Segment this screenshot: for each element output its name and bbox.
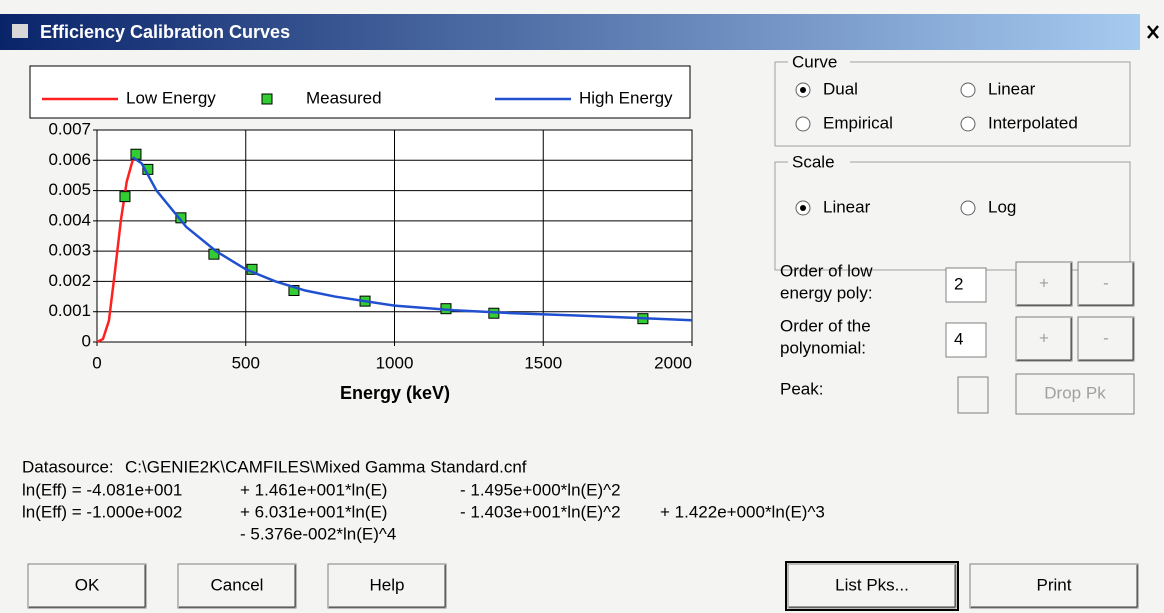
peak-checkbox[interactable] [957,376,989,414]
title-bar [0,14,1140,50]
curve [96,156,137,344]
control-label: Order of the [780,316,871,335]
peak-label: Peak: [780,379,823,398]
measured-point [288,285,300,297]
y-tick-label: 0.004 [48,210,91,229]
legend-swatch [261,93,273,105]
curve-group-box [774,61,1131,147]
group-title: Curve [792,52,837,71]
close-button[interactable] [1147,25,1159,39]
datasource-path: C:\GENIE2K\CAMFILES\Mixed Gamma Standard… [125,457,527,476]
control-label: polynomial: [780,338,866,357]
measured-point [119,191,131,203]
legend-box [29,65,691,119]
button-label: OK [75,575,100,594]
equation-term: - 1.495e+000*ln(E)^2 [460,480,621,499]
window-icon [12,24,28,38]
equation-term: - 1.403e+001*ln(E)^2 [460,502,621,521]
radio[interactable] [960,200,976,216]
legend-label: Low Energy [126,88,216,107]
x-tick-label: 1500 [524,353,562,372]
radio-label: Linear [823,197,871,216]
button[interactable] [969,563,1139,609]
button-label: Help [370,575,405,594]
x-tick-label: 2000 [654,353,692,372]
number-input[interactable] [945,267,987,303]
equation-term: ln(Eff) = -4.081e+001 [22,480,182,499]
button[interactable] [327,563,447,609]
minus-button-label: - [1103,273,1109,292]
radio[interactable] [795,116,811,132]
group-title-bg [788,152,850,172]
x-tick-label: 500 [232,353,260,372]
x-axis-label: Energy (keV) [340,383,450,403]
curve [131,156,693,322]
button[interactable] [27,563,147,609]
radio[interactable] [960,82,976,98]
datasource-label: Datasource: [22,457,114,476]
minus-button[interactable] [1077,316,1135,362]
radio-dot [800,87,806,93]
equation-term: ln(Eff) = -1.000e+002 [22,502,182,521]
drop-pk-button[interactable] [1015,373,1135,415]
y-tick-label: 0.001 [48,301,91,320]
plot-border [96,129,693,343]
plus-button[interactable] [1015,316,1073,362]
radio[interactable] [960,116,976,132]
button[interactable] [787,563,957,609]
x-tick-label: 1000 [376,353,414,372]
measured-point [175,212,187,224]
legend-label: Measured [306,88,382,107]
equation-term: + 1.422e+000*ln(E)^3 [660,502,825,521]
y-tick-label: 0.007 [48,119,91,138]
group-title-bg [788,52,850,72]
radio-label: Linear [988,79,1036,98]
drop-pk-label: Drop Pk [1044,383,1106,402]
control-label: Order of low [780,261,873,280]
y-tick-label: 0 [82,331,91,350]
button-label: Print [1037,575,1072,594]
equation-term: + 6.031e+001*ln(E) [240,502,387,521]
equation-term: - 5.376e-002*ln(E)^4 [240,524,396,543]
plus-button-label: + [1039,328,1049,347]
button-label: List Pks... [835,575,909,594]
radio-label: Log [988,197,1016,216]
radio-label: Empirical [823,113,893,132]
equation-term: + 1.461e+001*ln(E) [240,480,387,499]
group-title: Scale [792,152,835,171]
radio-dot [800,205,806,211]
control-label: energy poly: [780,283,873,302]
radio-label: Interpolated [988,113,1078,132]
button-label: Cancel [211,575,264,594]
window-title: Efficiency Calibration Curves [40,22,290,42]
y-tick-label: 0.005 [48,180,91,199]
number-input[interactable] [945,322,987,358]
y-tick-label: 0.003 [48,241,91,260]
number-input-value: 2 [954,274,963,293]
x-tick-label: 0 [92,353,101,372]
minus-button[interactable] [1077,261,1135,307]
legend-label: High Energy [579,88,673,107]
default-frame [785,561,959,611]
radio-label: Dual [823,79,858,98]
plus-button-label: + [1039,273,1049,292]
y-tick-label: 0.002 [48,271,91,290]
y-tick-label: 0.006 [48,150,91,169]
plus-button[interactable] [1015,261,1073,307]
number-input-value: 4 [954,329,963,348]
button[interactable] [177,563,297,609]
minus-button-label: - [1103,328,1109,347]
